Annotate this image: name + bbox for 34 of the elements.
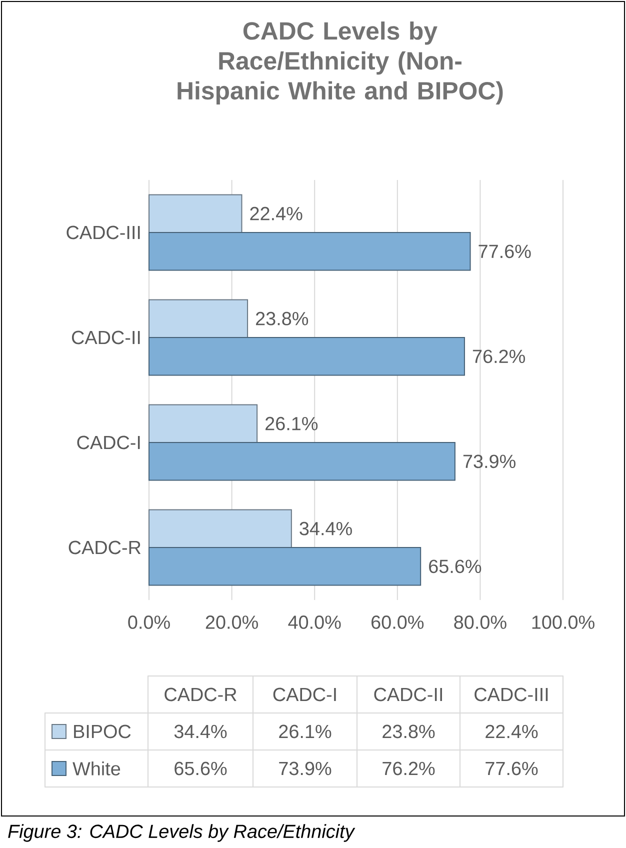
y-tick-label: CADC-R <box>68 540 141 554</box>
text: 76.2% <box>382 762 435 776</box>
chart-title: CADC Levels by Race/Ethnicity (Non-Hispanic White and BIPOC) <box>178 22 503 105</box>
legend-label: BIPOC <box>74 724 131 738</box>
category-label: CADC-R <box>164 688 236 702</box>
y-tick-label: CADC-I <box>77 436 140 450</box>
legend-label: White <box>72 762 120 776</box>
text: 22.4% <box>486 724 538 738</box>
text: 77.6% <box>486 762 538 776</box>
data-label: 22.4% <box>250 206 302 220</box>
data-label: 23.8% <box>256 312 308 326</box>
category-label: CADC-III <box>474 688 548 702</box>
data-label: 34.4% <box>300 522 352 536</box>
data-label: 76.2% <box>472 350 525 364</box>
x-tick-label: 60.0% <box>372 616 424 629</box>
data-label: 73.9% <box>463 454 516 468</box>
text: 73.9% <box>279 762 332 776</box>
category-label: CADC-II <box>374 688 442 702</box>
data-label: 77.6% <box>478 244 531 258</box>
text: 65.6% <box>174 762 227 776</box>
y-tick-label: CADC-II <box>72 330 140 344</box>
caption: Figure 3: CADC Levels by Race/Ethnicity <box>8 824 356 842</box>
data-label: 65.6% <box>429 560 482 574</box>
category-label: CADC-I <box>273 688 336 702</box>
x-tick-label: 80.0% <box>454 616 506 629</box>
x-tick-label: 20.0% <box>206 616 258 629</box>
x-tick-label: 40.0% <box>288 616 341 629</box>
data-label: 26.1% <box>266 416 318 430</box>
text: 34.4% <box>174 724 227 738</box>
text: 26.1% <box>279 724 332 738</box>
x-tick-label: 100.0% <box>532 616 594 629</box>
x-tick-label: 0.0% <box>128 616 170 629</box>
text: 23.8% <box>382 724 435 738</box>
y-tick-label: CADC-III <box>66 226 140 240</box>
